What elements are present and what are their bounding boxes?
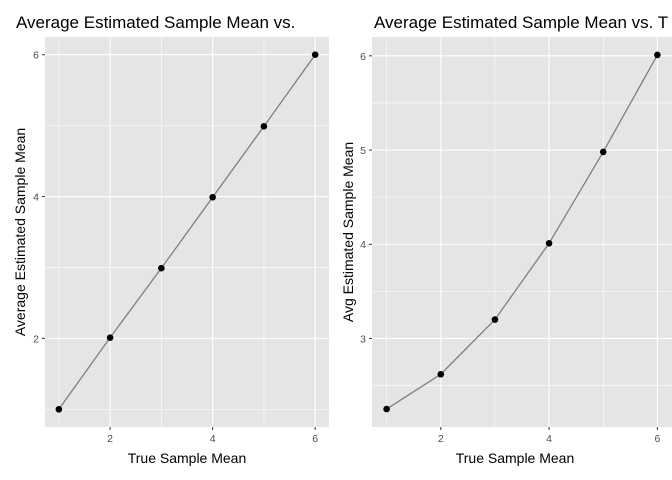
chart-1-series	[55, 51, 319, 413]
chart-1-data-point	[106, 334, 114, 341]
chart-1-data-point	[209, 193, 216, 201]
chart-2-title: Average Estimated Sample Mean vs. T	[374, 13, 668, 32]
chart-2-series-line	[386, 54, 658, 410]
chart-2-data-point	[491, 316, 499, 323]
chart-1-ticks: 2 4 6 2 4 6	[33, 50, 318, 445]
chart-2-y-axis-title: Avg Estimated Sample Mean	[340, 142, 356, 322]
chart-1: Average Estimated Sample Mean vs. 2 4 6 2 4 6…	[12, 13, 329, 466]
chart-2-x-tick-label: 2	[438, 433, 444, 445]
chart-2-x-axis-title: True Sample Mean	[456, 450, 575, 466]
chart-1-x-axis-title: True Sample Mean	[128, 450, 247, 466]
chart-1-title: Average Estimated Sample Mean vs.	[16, 13, 295, 32]
chart-1-y-tick-label: 6	[33, 50, 39, 62]
chart-1-y-tick-label: 4	[33, 192, 39, 204]
chart-2-y-tick-label: 6	[360, 51, 366, 63]
chart-1-grid	[45, 37, 329, 427]
chart-2-ticks: 2 4 6 3 4 5 6	[360, 51, 660, 445]
chart-1-x-tick-label: 2	[107, 433, 113, 445]
chart-1-data-point	[55, 405, 63, 413]
chart-1-data-point	[311, 51, 319, 59]
chart-1-data-point	[260, 123, 268, 130]
chart-2-data-point	[654, 51, 661, 59]
chart-1-x-tick-label: 4	[210, 433, 216, 445]
chart-2-x-tick-label: 6	[654, 433, 660, 445]
chart-1-series-line	[58, 54, 316, 410]
chart-1-y-axis-title: Average Estimated Sample Mean	[12, 128, 28, 336]
chart-2: Average Estimated Sample Mean vs. T 2 4 6 3…	[340, 13, 672, 466]
chart-2-y-tick-label: 5	[360, 145, 366, 157]
chart-2-series	[383, 51, 661, 413]
chart-2-grid	[372, 37, 672, 427]
chart-2-x-tick-label: 4	[546, 433, 552, 445]
chart-1-x-tick-label: 6	[312, 433, 318, 445]
chart-2-data-point	[599, 148, 607, 156]
chart-2-y-tick-label: 3	[360, 333, 366, 345]
chart-2-data-point	[383, 405, 390, 413]
chart-1-data-point	[158, 264, 165, 272]
chart-2-data-point	[545, 240, 553, 247]
chart-2-y-tick-label: 4	[360, 239, 366, 251]
chart-2-data-point	[437, 370, 445, 378]
chart-1-y-tick-label: 2	[33, 333, 39, 345]
chart-2-panel	[372, 37, 672, 427]
